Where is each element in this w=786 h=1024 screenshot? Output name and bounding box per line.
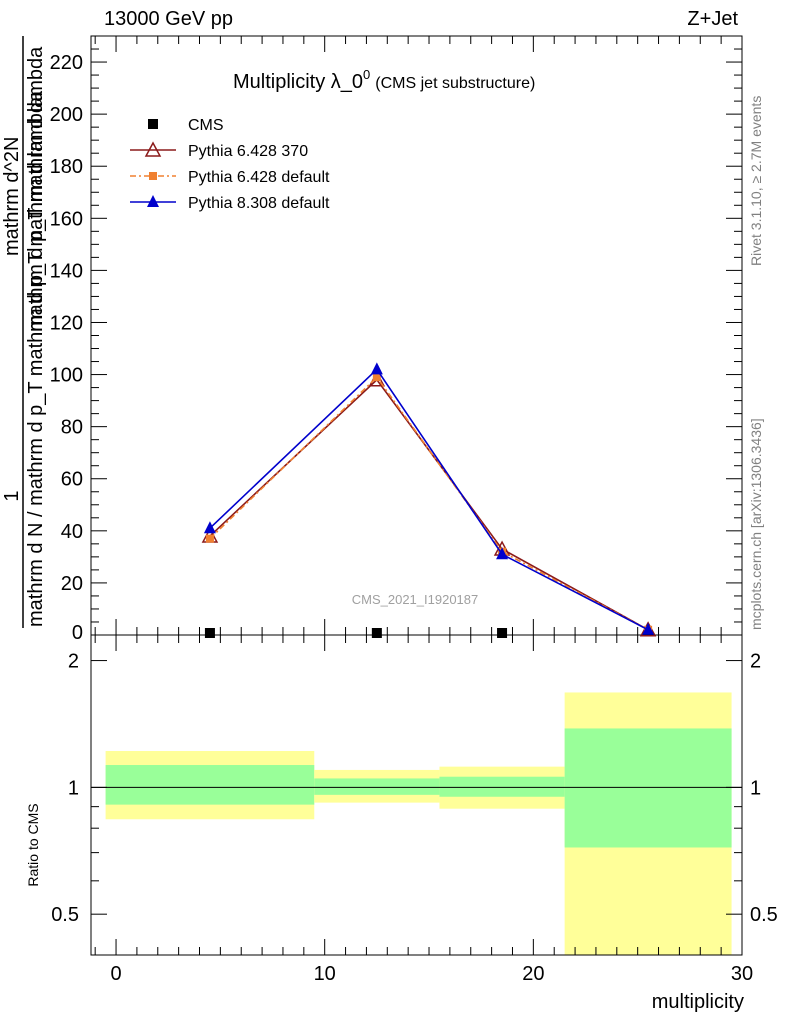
ratio-ylabel: Ratio to CMS	[25, 803, 41, 886]
series-line-2	[209, 375, 649, 631]
ylabel-numerator-dn: mathrm d^2N	[1, 137, 23, 256]
main-y-tick-label: 200	[50, 104, 83, 126]
main-y-tick-label: 140	[50, 260, 83, 282]
main-y-tick-label: 60	[61, 469, 83, 491]
series-0-point	[371, 628, 382, 638]
title-sub: (CMS jet substructure)	[375, 75, 535, 92]
ylabel-numerator-rest: mathrm d p_T mathrm d lambda	[25, 46, 47, 332]
legend-label-0: CMS	[188, 117, 224, 134]
main-y-tick-label: 40	[61, 521, 83, 543]
legend-marker-1	[144, 141, 162, 157]
main-y-tick-label: 160	[50, 208, 83, 230]
main-title: Multiplicity λ_00 (CMS jet substructure)	[233, 67, 535, 93]
series-2-point	[205, 534, 214, 543]
ratio-y-tick-label-right: 0.5	[750, 904, 778, 926]
title-sup: 0	[363, 67, 370, 82]
main-y-tick-label: 20	[61, 573, 83, 595]
ratio-band-green-0	[105, 765, 315, 805]
ratio-x-tick-label: 0	[110, 963, 121, 985]
legend-marker-3	[147, 195, 159, 207]
series-0-point	[204, 628, 215, 638]
series-3-point	[203, 521, 216, 534]
main-y-tick-label-zero: 0	[72, 622, 83, 644]
ratio-band-green-1	[314, 778, 440, 795]
main-y-tick-label: 220	[50, 52, 83, 74]
ratio-y-tick-label: 0.5	[51, 904, 79, 926]
series-3-point	[370, 362, 383, 375]
x-axis-label: multiplicity	[652, 991, 744, 1013]
ylabel-numerator-one: 1	[1, 490, 23, 501]
ratio-x-tick-label: 10	[314, 963, 336, 985]
ratio-y-tick-label: 1	[68, 777, 79, 799]
legend: CMS Pythia 6.428 370 Pythia 6.428 default P…	[130, 117, 330, 212]
series-2-point	[372, 373, 381, 382]
ratio-y-tick-label-right: 2	[750, 651, 761, 673]
title-main: Multiplicity λ_0	[233, 71, 363, 93]
legend-label-2: Pythia 6.428 default	[188, 169, 330, 186]
legend-marker-0	[148, 119, 158, 129]
energy-label: 13000 GeV pp	[104, 8, 233, 30]
legend-label-1: Pythia 6.428 370	[188, 143, 308, 160]
main-y-tick-label: 120	[50, 312, 83, 334]
ylabel-denominator: mathrm d N / mathrm d p_T mathrm d p_T m…	[25, 90, 47, 627]
series-0-point	[497, 628, 508, 638]
ratio-y-tick-label-right: 1	[750, 777, 761, 799]
legend-label-3: Pythia 8.308 default	[188, 195, 330, 212]
process-label: Z+Jet	[687, 8, 738, 30]
main-y-tick-label: 80	[61, 417, 83, 439]
main-y-tick-label: 100	[50, 365, 83, 387]
ratio-x-tick-label: 20	[522, 963, 544, 985]
legend-marker-2	[149, 172, 157, 180]
series-3-point	[496, 547, 509, 560]
series-line-3	[209, 368, 649, 631]
main-y-tick-label: 180	[50, 156, 83, 178]
ratio-plot-frame	[90, 634, 743, 956]
ratio-band-green-2	[439, 776, 565, 797]
series-3-point	[642, 622, 655, 635]
ratio-x-tick-label: 30	[731, 963, 753, 985]
ratio-y-tick-label: 2	[68, 651, 79, 673]
ratio-band-green-3	[564, 728, 732, 848]
main-ylabel: 1 mathrm d N / mathrm d p_T mathrm d p_T…	[1, 36, 47, 628]
analysis-label: CMS_2021_I1920187	[352, 592, 479, 607]
